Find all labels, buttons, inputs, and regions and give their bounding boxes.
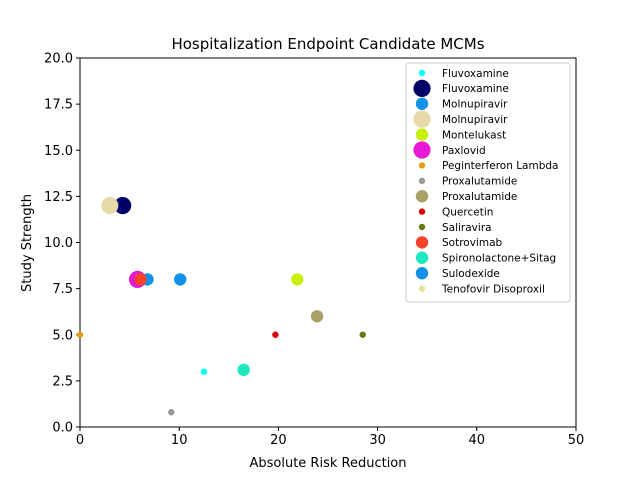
- y-tick-label: 17.5: [44, 98, 73, 113]
- data-point: [359, 331, 366, 338]
- y-tick-label: 0.0: [52, 421, 73, 436]
- x-tick-label: 10: [171, 433, 188, 448]
- data-point: [101, 197, 119, 215]
- legend-label: Peginterferon Lambda: [442, 160, 558, 172]
- data-point: [168, 409, 175, 416]
- plot-area: 0 10 20 30 40 50 0.0 2.5 5.0 7.5 10.0 12.5 15.0 17.5 2…: [44, 52, 584, 449]
- y-axis-label: Study Strength: [20, 194, 35, 292]
- y-tick-label: 12.5: [44, 190, 73, 205]
- legend-marker: [418, 69, 426, 77]
- y-tick-label: 10.0: [44, 236, 73, 251]
- legend-label: Fluvoxamine: [442, 83, 509, 95]
- legend-marker: [413, 110, 431, 128]
- legend-marker: [415, 128, 429, 141]
- legend-marker: [413, 79, 431, 97]
- x-tick-label: 40: [469, 433, 486, 448]
- data-point: [272, 331, 279, 338]
- chart-title: Hospitalization Endpoint Candidate MCMs: [171, 35, 484, 53]
- legend-marker: [418, 208, 426, 215]
- legend: Fluvoxamine Fluvoxamine Molnupiravir Molnup…: [405, 62, 571, 303]
- legend-label: Molnupiravir: [442, 99, 508, 111]
- legend-label: Quercetin: [442, 206, 493, 218]
- legend-label: Paxlovid: [442, 145, 486, 157]
- x-tick-label: 30: [369, 433, 386, 448]
- data-point: [134, 273, 147, 286]
- x-tick-label: 20: [270, 433, 287, 448]
- legend-label: Montelukast: [442, 129, 506, 141]
- legend-marker: [418, 285, 426, 292]
- legend-marker: [418, 177, 426, 184]
- y-tick-label: 2.5: [52, 374, 73, 389]
- legend-label: Tenofovir Disoproxil: [441, 283, 545, 295]
- data-point: [237, 363, 250, 377]
- legend-marker: [413, 141, 431, 159]
- legend-label: Fluvoxamine: [442, 68, 509, 80]
- x-tick-label: 0: [76, 433, 84, 448]
- data-point: [291, 273, 304, 286]
- legend-box: [405, 62, 571, 303]
- y-tick-label: 5.0: [52, 328, 73, 343]
- data-point: [200, 368, 208, 375]
- y-tick-label: 15.0: [44, 144, 73, 159]
- legend-marker: [415, 97, 429, 111]
- data-point: [173, 273, 187, 286]
- x-tick-label: 50: [568, 433, 585, 448]
- data-point: [76, 331, 84, 338]
- legend-label: Molnupiravir: [442, 114, 508, 126]
- legend-marker: [418, 223, 426, 231]
- legend-label: Saliravira: [442, 222, 492, 234]
- legend-label: Spironolactone+Sitag: [442, 253, 556, 265]
- legend-label: Sulodexide: [442, 268, 500, 280]
- legend-marker: [415, 267, 429, 280]
- legend-marker: [415, 190, 429, 203]
- data-point: [114, 197, 132, 215]
- legend-label: Proxalutamide: [442, 191, 517, 203]
- y-tick-label: 7.5: [52, 282, 73, 297]
- legend-marker: [418, 162, 426, 169]
- legend-marker: [415, 251, 429, 264]
- legend-label: Sotrovimab: [442, 237, 503, 249]
- legend-marker: [415, 236, 429, 249]
- y-tick-label: 20.0: [44, 52, 73, 67]
- legend-label: Proxalutamide: [442, 176, 517, 188]
- data-point: [310, 310, 324, 323]
- x-axis-label: Absolute Risk Reduction: [249, 456, 406, 471]
